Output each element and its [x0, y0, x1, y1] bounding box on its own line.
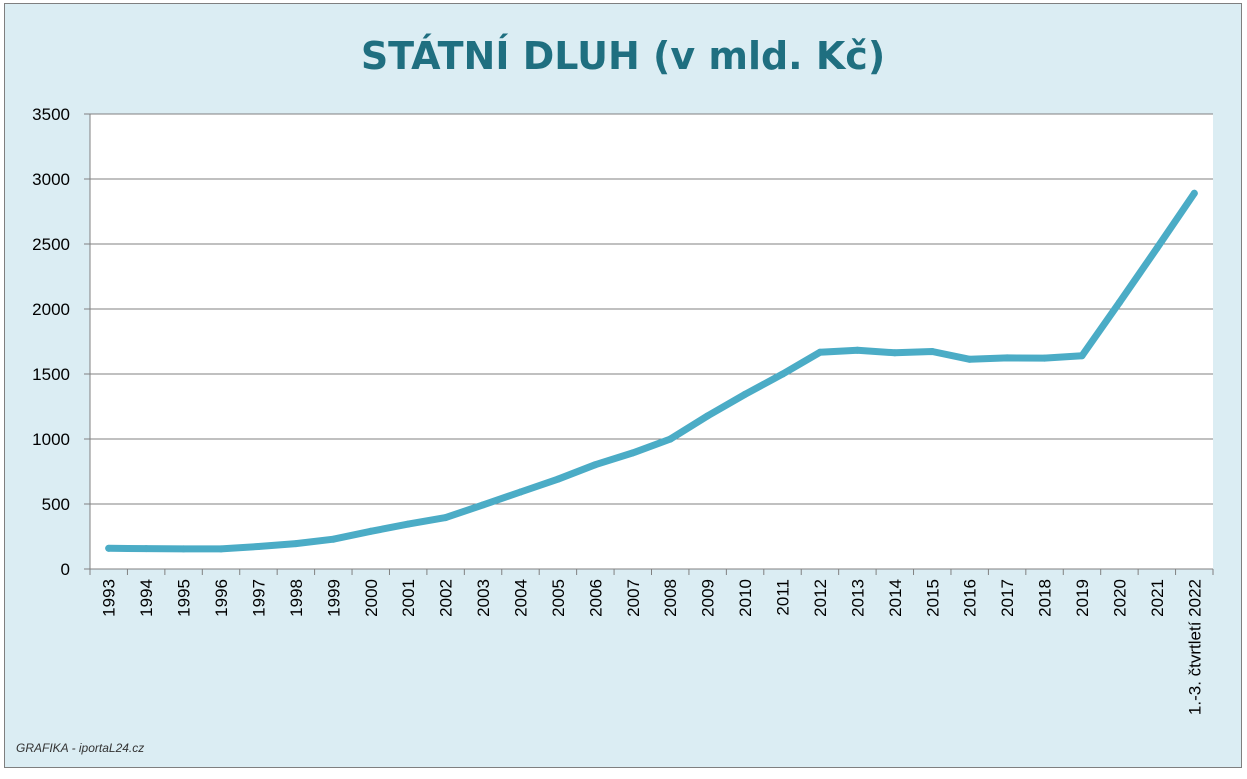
gridlines: [90, 113, 1213, 505]
x-tick-label: 1993: [100, 579, 119, 617]
data-point: [928, 348, 936, 356]
data-series: [105, 189, 1198, 553]
x-tick-label: 2017: [998, 579, 1017, 617]
x-tick-label: 2011: [774, 579, 793, 616]
plot-area: [90, 114, 1213, 569]
y-tick-label: 500: [42, 495, 70, 514]
data-point: [1041, 354, 1049, 362]
chart-frame: STÁTNÍ DLUH (v mld. Kč) 0 500 1000 1500 2000…: [4, 3, 1242, 768]
x-tick-label: 2009: [699, 579, 718, 617]
y-tick-label: 0: [61, 560, 70, 579]
y-tick-label: 1000: [32, 430, 70, 449]
data-point: [1003, 354, 1011, 362]
x-tick-label: 2021: [1148, 579, 1167, 617]
y-tick-label: 3500: [32, 105, 70, 124]
x-tick-label: 2014: [886, 579, 905, 617]
x-tick-label: 1.-3. čtvrtletí 2022: [1185, 579, 1204, 715]
x-tick-label: 1997: [249, 579, 268, 617]
x-tick-label: 2015: [923, 579, 942, 617]
data-point: [404, 520, 412, 528]
data-point: [704, 412, 712, 420]
x-tick-label: 1999: [324, 579, 343, 617]
series-line: [105, 189, 1198, 553]
x-tick-label: 1994: [137, 579, 156, 617]
x-tick-label: 1995: [175, 579, 194, 617]
axes: [84, 113, 1214, 575]
data-point: [516, 488, 524, 496]
data-point: [442, 514, 450, 522]
x-tick-label: 2001: [399, 579, 418, 617]
x-tick-label: 2008: [661, 579, 680, 617]
x-tick-label: 1996: [212, 579, 231, 617]
x-axis-tick-labels: 1993 1994 1995 1996 1997 1998 1999 2000 2001 2002…: [100, 579, 1205, 715]
data-point: [367, 527, 375, 535]
data-point: [105, 544, 113, 552]
x-tick-label: 2003: [474, 579, 493, 617]
data-point: [554, 475, 562, 483]
data-point: [292, 540, 300, 548]
data-point: [779, 370, 787, 378]
x-tick-label: 2007: [624, 579, 643, 617]
x-tick-label: 2018: [1036, 579, 1055, 617]
data-point: [1078, 352, 1086, 360]
x-tick-label: 2000: [362, 579, 381, 617]
y-axis-tick-labels: 0 500 1000 1500 2000 2500 3000 3500: [32, 105, 70, 579]
x-tick-label: 2020: [1110, 579, 1129, 617]
x-tick-label: 2019: [1073, 579, 1092, 617]
x-tick-label: 2005: [549, 579, 568, 617]
data-point: [666, 435, 674, 443]
data-point: [891, 349, 899, 357]
data-point: [591, 461, 599, 469]
x-tick-label: 2016: [961, 579, 980, 617]
data-point: [1153, 244, 1161, 252]
data-point: [217, 545, 225, 553]
x-tick-label: 1998: [287, 579, 306, 617]
data-point: [1115, 299, 1123, 306]
credit-text: GRAFIKA - iportaL24.cz: [16, 741, 145, 755]
x-tick-label: 2004: [511, 579, 530, 617]
data-point: [816, 348, 824, 356]
data-point: [741, 390, 749, 398]
y-tick-label: 3000: [32, 170, 70, 189]
data-point: [180, 545, 188, 553]
data-point: [479, 501, 487, 509]
x-tick-label: 2010: [736, 579, 755, 617]
y-tick-label: 1500: [32, 365, 70, 384]
data-point: [142, 545, 150, 553]
x-tick-label: 2006: [586, 579, 605, 617]
chart-title: STÁTNÍ DLUH (v mld. Kč): [360, 34, 886, 78]
data-point: [254, 543, 262, 551]
y-tick-label: 2000: [32, 300, 70, 319]
x-tick-label: 2012: [811, 579, 830, 617]
data-point: [629, 449, 637, 457]
data-point: [966, 355, 974, 363]
x-tick-label: 2002: [437, 579, 456, 617]
data-point: [329, 535, 337, 543]
x-tick-label: 2013: [848, 579, 867, 617]
y-tick-label: 2500: [32, 235, 70, 254]
data-point: [853, 346, 861, 354]
data-point: [1190, 189, 1198, 197]
